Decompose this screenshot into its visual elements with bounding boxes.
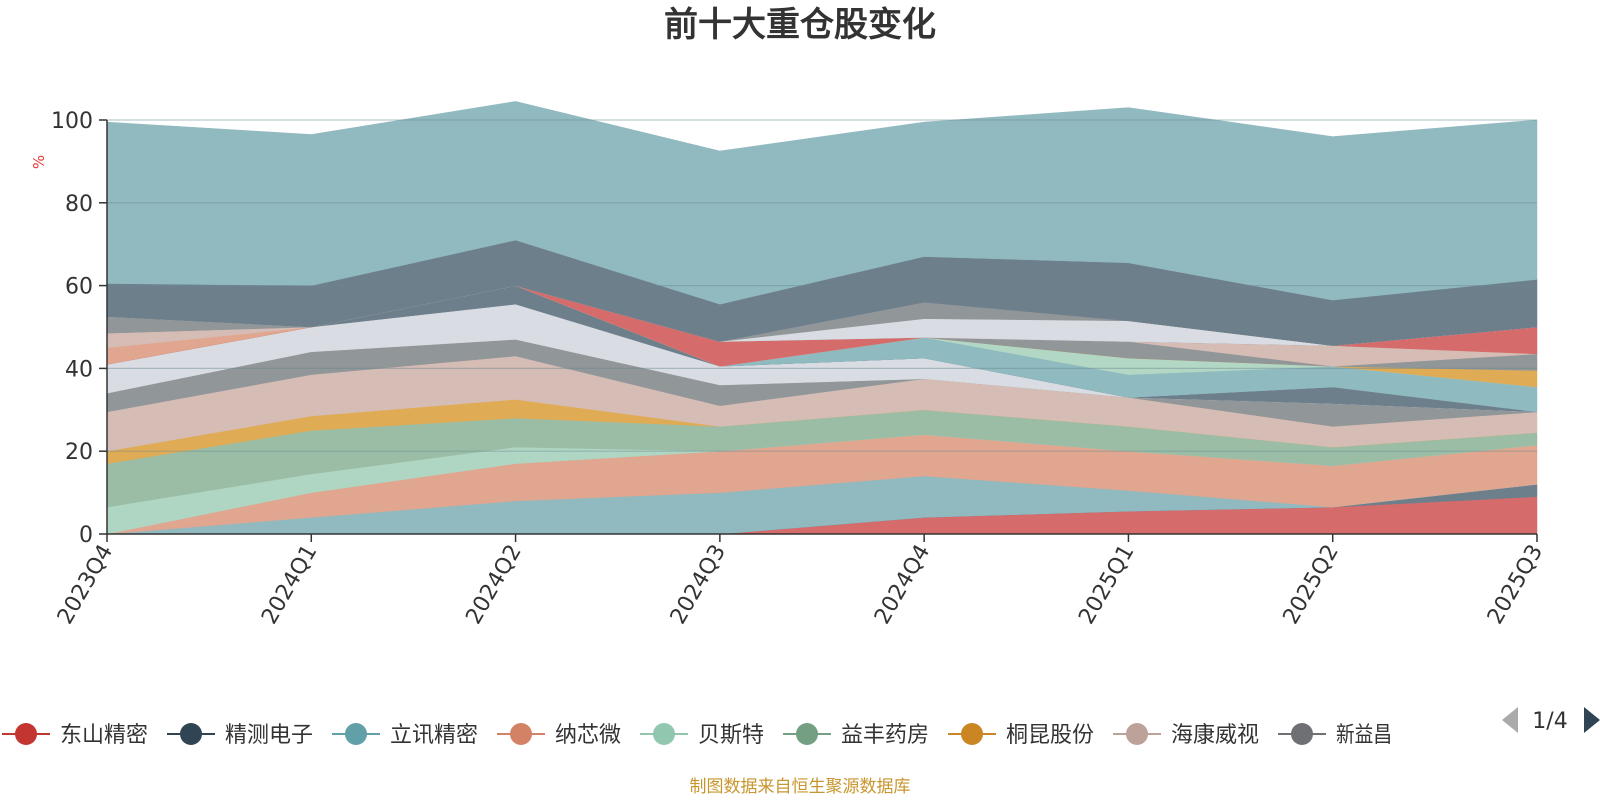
legend-item[interactable]: 新益昌 bbox=[1278, 723, 1392, 748]
source-note: 制图数据来自恒生聚源数据库 bbox=[690, 777, 911, 797]
legend-marker-icon bbox=[345, 723, 367, 745]
legend-marker-icon bbox=[15, 723, 37, 745]
legend-pager[interactable]: 1/4 bbox=[1502, 707, 1600, 734]
legend-item[interactable]: 益丰药房 bbox=[783, 723, 929, 748]
legend-marker-icon bbox=[180, 723, 202, 745]
area-layers bbox=[106, 101, 1538, 535]
legend-label: 贝斯特 bbox=[698, 723, 764, 748]
legend-label: 立讯精密 bbox=[390, 723, 478, 748]
legend-page-indicator: 1/4 bbox=[1532, 709, 1567, 734]
x-tick-label: 2024Q4 bbox=[870, 541, 935, 629]
y-tick-label: 40 bbox=[65, 357, 93, 382]
legend-item[interactable]: 海康威视 bbox=[1113, 723, 1259, 748]
legend-label: 桐昆股份 bbox=[1006, 723, 1094, 748]
y-tick-label: 0 bbox=[79, 523, 93, 548]
legend-item[interactable]: 纳芯微 bbox=[497, 723, 621, 748]
legend-label: 精测电子 bbox=[225, 723, 313, 748]
legend-next-icon[interactable] bbox=[1584, 707, 1600, 733]
legend-label: 新益昌 bbox=[1336, 723, 1392, 748]
legend-item[interactable]: 贝斯特 bbox=[640, 723, 764, 748]
legend-label: 纳芯微 bbox=[555, 723, 621, 748]
x-tick-label: 2025Q2 bbox=[1279, 541, 1344, 629]
legend-marker-icon bbox=[1291, 723, 1313, 745]
legend-prev-icon[interactable] bbox=[1502, 707, 1518, 733]
x-tick-label: 2024Q3 bbox=[666, 541, 731, 629]
legend-label: 益丰药房 bbox=[841, 723, 929, 748]
x-tick-label: 2025Q3 bbox=[1483, 541, 1548, 629]
y-tick-label: 60 bbox=[65, 275, 93, 300]
x-tick-label: 2024Q2 bbox=[461, 541, 526, 629]
legend-marker-icon bbox=[796, 723, 818, 745]
legend[interactable]: 东山精密 精测电子 立讯精密 纳芯微 贝斯特 益丰药房 桐昆股份 海康威视 新益昌 bbox=[2, 723, 1392, 748]
grid-lines bbox=[107, 119, 1537, 452]
legend-item[interactable]: 立讯精密 bbox=[332, 723, 478, 748]
legend-item[interactable]: 精测电子 bbox=[167, 723, 313, 748]
legend-marker-icon bbox=[961, 723, 983, 745]
legend-item[interactable]: 东山精密 bbox=[2, 723, 148, 748]
legend-marker-icon bbox=[1126, 723, 1148, 745]
legend-marker-icon bbox=[510, 723, 532, 745]
legend-marker-icon bbox=[653, 723, 675, 745]
x-tick-label: 2023Q4 bbox=[53, 541, 118, 629]
area-series-25 bbox=[106, 101, 1538, 305]
y-tick-label: 100 bbox=[51, 109, 93, 134]
legend-item[interactable]: 桐昆股份 bbox=[948, 723, 1094, 748]
x-tick-label: 2024Q1 bbox=[257, 541, 322, 629]
legend-label: 东山精密 bbox=[60, 723, 148, 748]
chart-title: 前十大重仓股变化 bbox=[664, 5, 936, 45]
y-axis-unit: % bbox=[30, 155, 48, 169]
legend-label: 海康威视 bbox=[1171, 723, 1259, 748]
x-tick-label: 2025Q1 bbox=[1074, 541, 1139, 629]
y-tick-label: 20 bbox=[65, 440, 93, 465]
y-tick-label: 80 bbox=[65, 192, 93, 217]
